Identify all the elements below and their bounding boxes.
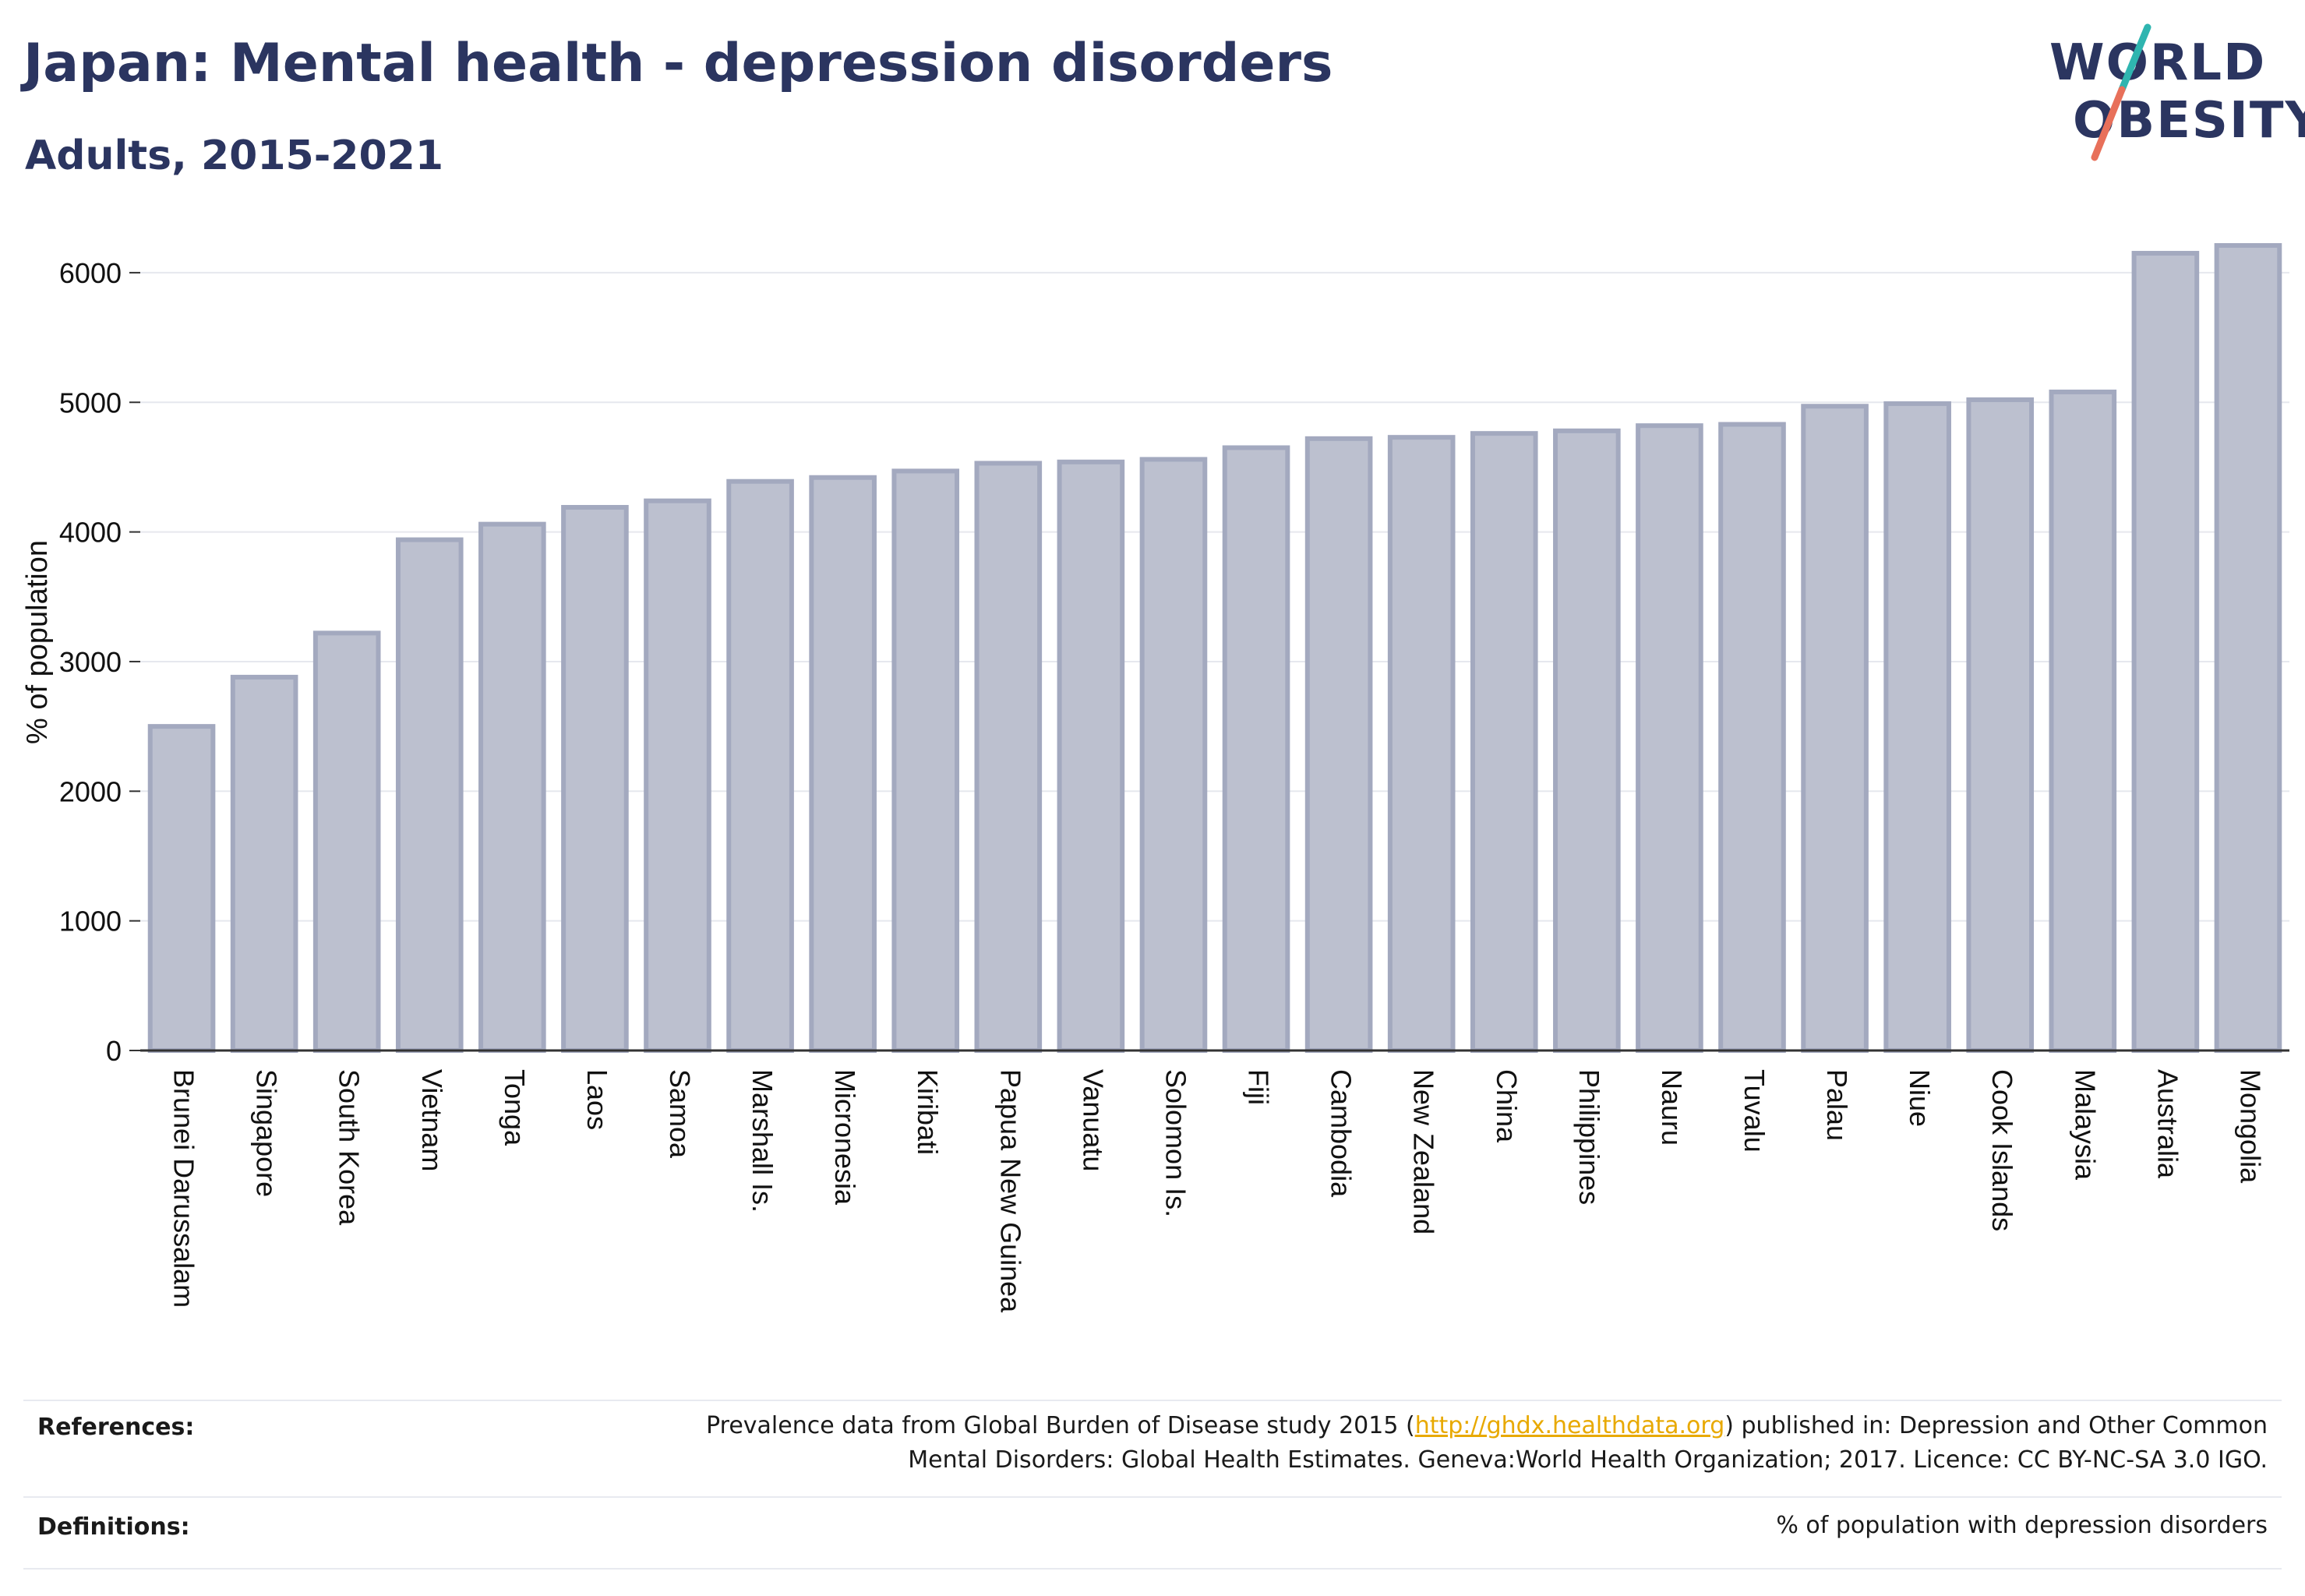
page-title: Japan: Mental health - depression disord… (23, 33, 1333, 94)
bar (1304, 436, 1373, 1054)
x-tick-label: Tonga (499, 1069, 531, 1146)
bar (1222, 445, 1290, 1053)
bar (147, 724, 216, 1054)
x-tick-label: New Zealand (1408, 1069, 1440, 1234)
footer-divider (23, 1496, 2282, 1498)
bar (395, 537, 464, 1054)
page-subtitle: Adults, 2015-2021 (25, 132, 444, 179)
bar (726, 478, 794, 1053)
x-tick-label: Vanuatu (1077, 1069, 1109, 1171)
footer-divider (23, 1400, 2282, 1401)
x-tick-label: Papua New Guinea (994, 1069, 1026, 1313)
axes (129, 271, 2289, 1052)
x-tick-label: Singapore (251, 1069, 283, 1197)
y-tick-label: 1000 (59, 906, 122, 937)
y-tick-label: 2000 (59, 775, 122, 807)
bar (891, 468, 960, 1053)
y-tick-label: 3000 (59, 646, 122, 678)
x-tick-label: Brunei Darussalam (168, 1069, 200, 1308)
tick-labels: 0 1000 2000 3000 4000 5000 6000 Brunei Darussal… (59, 257, 2267, 1313)
y-tick-label: 5000 (59, 387, 122, 418)
x-tick-label: China (1491, 1069, 1523, 1143)
bar (1470, 431, 1538, 1053)
bar (312, 630, 381, 1053)
y-axis-label: % of population (21, 540, 54, 744)
x-tick-label: Cook Islands (1986, 1069, 2018, 1231)
x-tick-label: Tuvalu (1738, 1069, 1770, 1153)
references-text-line2: Mental Disorders: Global Health Estimate… (908, 1446, 2268, 1474)
x-tick-label: Cambodia (1325, 1069, 1357, 1198)
references-link[interactable]: http://ghdx.healthdata.org (1414, 1412, 1725, 1439)
bar (644, 498, 711, 1053)
logo-line1: WORLD (2049, 34, 2267, 92)
bar (2214, 242, 2282, 1053)
references-text: Prevalence data from Global Burden of Di… (706, 1409, 2268, 1478)
x-tick-label: Mongolia (2234, 1069, 2266, 1184)
logo-slash-icon (2091, 23, 2151, 161)
bar (2049, 389, 2117, 1053)
bar (1553, 428, 1621, 1054)
x-tick-label: Laos (581, 1069, 613, 1130)
bar (1966, 397, 2035, 1053)
x-tick-label: South Korea (334, 1069, 365, 1226)
footer-divider (23, 1568, 2282, 1570)
bar (230, 674, 298, 1054)
x-tick-label: Marshall Is. (747, 1069, 778, 1213)
y-tick-label: 4000 (59, 517, 122, 549)
x-tick-label: Micronesia (829, 1069, 861, 1206)
x-tick-label: Philippines (1573, 1069, 1605, 1205)
bar (1883, 401, 1951, 1053)
definitions-text: % of population with depression disorder… (1776, 1512, 2268, 1539)
y-tick-label: 0 (106, 1035, 122, 1067)
bar (1801, 404, 1869, 1053)
references-text-part1: Prevalence data from Global Burden of Di… (706, 1412, 1415, 1439)
x-tick-label: Solomon Is. (1160, 1069, 1191, 1217)
bar (809, 475, 877, 1053)
x-tick-label: Niue (1904, 1069, 1936, 1127)
x-tick-label: Vietnam (416, 1069, 448, 1171)
x-tick-label: Fiji (1243, 1069, 1275, 1105)
references-label: References: (37, 1414, 195, 1441)
x-tick-label: Nauru (1656, 1069, 1688, 1146)
x-tick-label: Australia (2151, 1069, 2183, 1179)
world-obesity-logo: WORLD OBESITY (2042, 23, 2305, 171)
bar (1636, 423, 1703, 1053)
bar-chart: 0 1000 2000 3000 4000 5000 6000 Brunei Darussal… (21, 242, 2289, 1313)
bar (2131, 250, 2200, 1053)
bar (561, 504, 629, 1053)
bar (1387, 435, 1456, 1053)
bars (147, 242, 2282, 1054)
x-tick-label: Kiribati (912, 1069, 944, 1155)
x-tick-label: Samoa (664, 1069, 696, 1159)
bar (478, 521, 546, 1054)
bar (974, 461, 1043, 1053)
references-text-part2: ) published in: Depression and Other Com… (1724, 1412, 2268, 1439)
x-tick-label: Palau (1821, 1069, 1853, 1141)
y-tick-label: 6000 (59, 257, 122, 289)
bar (1057, 459, 1125, 1053)
bar (1718, 422, 1786, 1053)
x-tick-label: Malaysia (2069, 1069, 2101, 1181)
bar (1139, 457, 1208, 1053)
definitions-label: Definitions: (37, 1513, 190, 1541)
